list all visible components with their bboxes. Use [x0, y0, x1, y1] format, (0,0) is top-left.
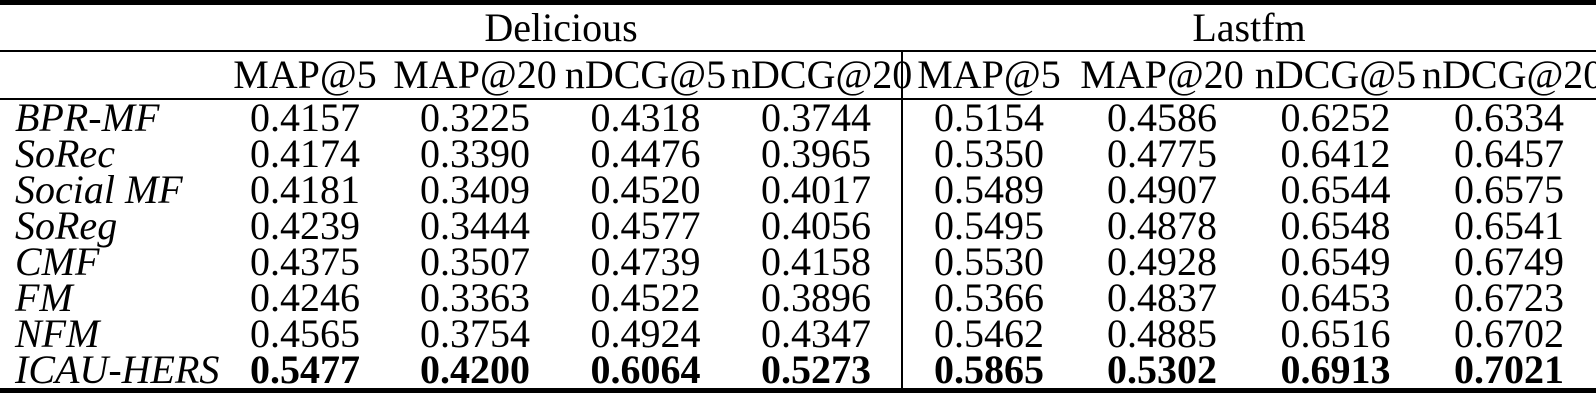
method-label: SoReg	[15, 203, 118, 248]
metric-value: 0.4928	[1107, 239, 1217, 284]
table-row: SoReg 0.4239 0.3444 0.4577 0.4056 0.5495 0.487…	[0, 203, 1596, 248]
metric-value: 0.4522	[590, 275, 701, 320]
metric-value: 0.3390	[420, 131, 530, 176]
group-header-delicious: Delicious	[220, 2, 902, 52]
metric-value: 0.4878	[1107, 203, 1217, 248]
method-label: NFM	[15, 311, 100, 356]
metric-value: 0.5302	[1107, 347, 1217, 392]
metric-value: 0.4158	[761, 239, 871, 284]
method-label: CMF	[15, 239, 100, 284]
metric-value: 0.4577	[590, 203, 701, 248]
metric-value: 0.6334	[1454, 95, 1564, 140]
metric-value: 0.4586	[1107, 95, 1217, 140]
metric-value: 0.6252	[1280, 95, 1391, 140]
metric-value: 0.4837	[1107, 275, 1217, 320]
table-row: FM 0.4246 0.3363 0.4522 0.3896 0.5366 0.4837 0.…	[0, 275, 1596, 320]
metric-value: 0.4157	[250, 95, 360, 140]
metric-value: 0.4775	[1107, 131, 1217, 176]
metric-value: 0.4520	[590, 167, 701, 212]
method-label: ICAU-HERS	[15, 347, 220, 392]
metric-value: 0.4017	[761, 167, 871, 212]
metric-value: 0.6412	[1280, 131, 1391, 176]
column-header-map5-lastfm: MAP@5	[901, 51, 1075, 100]
table-row: CMF 0.4375 0.3507 0.4739 0.4158 0.5530 0.4928 0…	[0, 239, 1596, 284]
column-header-map20-delicious: MAP@20	[390, 51, 560, 100]
metric-value: 0.6544	[1280, 167, 1391, 212]
metric-value: 0.4907	[1107, 167, 1217, 212]
table-row: NFM 0.4565 0.3754 0.4924 0.4347 0.5462 0.4885 0…	[0, 311, 1596, 356]
column-header-ndcg20-lastfm: nDCG@20	[1422, 51, 1596, 100]
metric-value: 0.6723	[1454, 275, 1564, 320]
stub-cell	[0, 2, 220, 52]
stub-cell	[0, 51, 220, 100]
metric-header-row: MAP@5 MAP@20 nDCG@5 nDCG@20 MAP@5 MAP@20…	[0, 51, 1596, 100]
metric-value: 0.4476	[590, 131, 701, 176]
metric-value: 0.4739	[590, 239, 701, 284]
table-row: ICAU-HERS 0.5477 0.4200 0.6064 0.5273 0.5865 0…	[0, 347, 1596, 392]
metric-value: 0.3896	[761, 275, 871, 320]
table-row: SoRec 0.4174 0.3390 0.4476 0.3965 0.5350 0.477…	[0, 131, 1596, 176]
metric-value: 0.3744	[761, 95, 871, 140]
metric-value: 0.4246	[250, 275, 360, 320]
table-row: Social MF 0.4181 0.3409 0.4520 0.4017 0.5489 0…	[0, 167, 1596, 212]
group-header-row: Delicious Lastfm	[0, 2, 1596, 52]
metric-value: 0.6548	[1280, 203, 1391, 248]
metric-value: 0.4174	[250, 131, 360, 176]
metric-value: 0.4565	[250, 311, 360, 356]
metric-value: 0.3754	[420, 311, 530, 356]
metric-value: 0.4318	[590, 95, 701, 140]
column-header-map20-lastfm: MAP@20	[1075, 51, 1249, 100]
metric-value: 0.5462	[901, 314, 1075, 354]
method-label: FM	[15, 275, 73, 320]
metric-value: 0.7021	[1454, 347, 1564, 392]
column-header-map5-delicious: MAP@5	[220, 51, 390, 100]
metric-value: 0.3409	[420, 167, 530, 212]
method-label: SoRec	[15, 131, 115, 176]
metric-value: 0.4375	[250, 239, 360, 284]
metric-value: 0.3965	[761, 131, 871, 176]
metric-value: 0.5530	[901, 242, 1075, 282]
metric-value: 0.4200	[420, 347, 530, 392]
column-header-ndcg20-delicious: nDCG@20	[731, 51, 913, 100]
method-label: Social MF	[15, 167, 183, 212]
metric-value: 0.6453	[1280, 275, 1391, 320]
metric-value: 0.6575	[1454, 167, 1564, 212]
column-header-ndcg5-lastfm: nDCG@5	[1249, 51, 1422, 100]
metric-value: 0.4347	[761, 311, 871, 356]
metric-value: 0.4181	[250, 167, 360, 212]
metric-value: 0.5366	[901, 278, 1075, 318]
metric-value: 0.5154	[901, 98, 1075, 138]
metric-value: 0.5350	[901, 134, 1075, 174]
metric-value: 0.3507	[420, 239, 530, 284]
table-body: BPR-MF 0.4157 0.3225 0.4318 0.3744 0.5154 0.45…	[0, 95, 1596, 392]
metric-value: 0.5477	[250, 347, 360, 392]
metric-value: 0.5865	[901, 350, 1075, 391]
metric-value: 0.6064	[590, 347, 701, 392]
metric-value: 0.6541	[1454, 203, 1564, 248]
metric-value: 0.3225	[420, 95, 530, 140]
metric-value: 0.6702	[1454, 311, 1564, 356]
table-row: BPR-MF 0.4157 0.3225 0.4318 0.3744 0.5154 0.45…	[0, 95, 1596, 140]
metric-value: 0.3444	[420, 203, 530, 248]
results-table: Delicious Lastfm MAP@5 MAP@20 nDCG@5 nDC…	[0, 0, 1596, 393]
metric-value: 0.6549	[1280, 239, 1391, 284]
metric-value: 0.4924	[590, 311, 701, 356]
column-header-ndcg5-delicious: nDCG@5	[560, 51, 731, 100]
metric-value: 0.6516	[1280, 311, 1391, 356]
metric-value: 0.4239	[250, 203, 360, 248]
method-label: BPR-MF	[15, 95, 160, 140]
metric-value: 0.6457	[1454, 131, 1564, 176]
metric-value: 0.4885	[1107, 311, 1217, 356]
metric-value: 0.4056	[761, 203, 871, 248]
group-header-lastfm: Lastfm	[902, 2, 1596, 52]
metric-value: 0.3363	[420, 275, 530, 320]
metric-value: 0.5495	[901, 206, 1075, 246]
metric-value: 0.6749	[1454, 239, 1564, 284]
metric-value: 0.5489	[901, 170, 1075, 210]
metric-value: 0.6913	[1280, 347, 1391, 392]
metric-value: 0.5273	[761, 347, 871, 392]
